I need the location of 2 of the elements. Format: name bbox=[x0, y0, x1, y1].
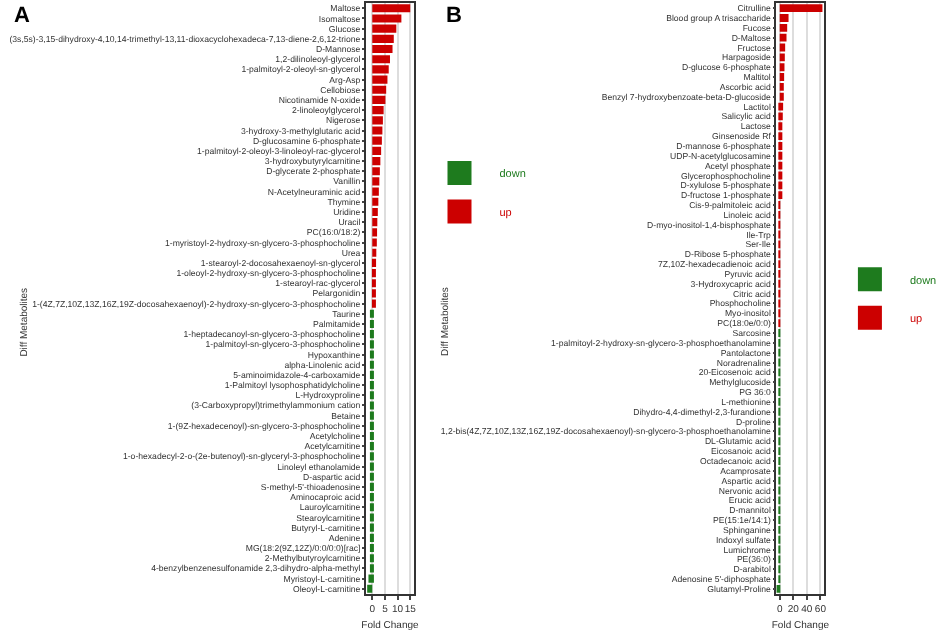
text: A bbox=[14, 4, 30, 28]
text: B bbox=[446, 4, 462, 28]
